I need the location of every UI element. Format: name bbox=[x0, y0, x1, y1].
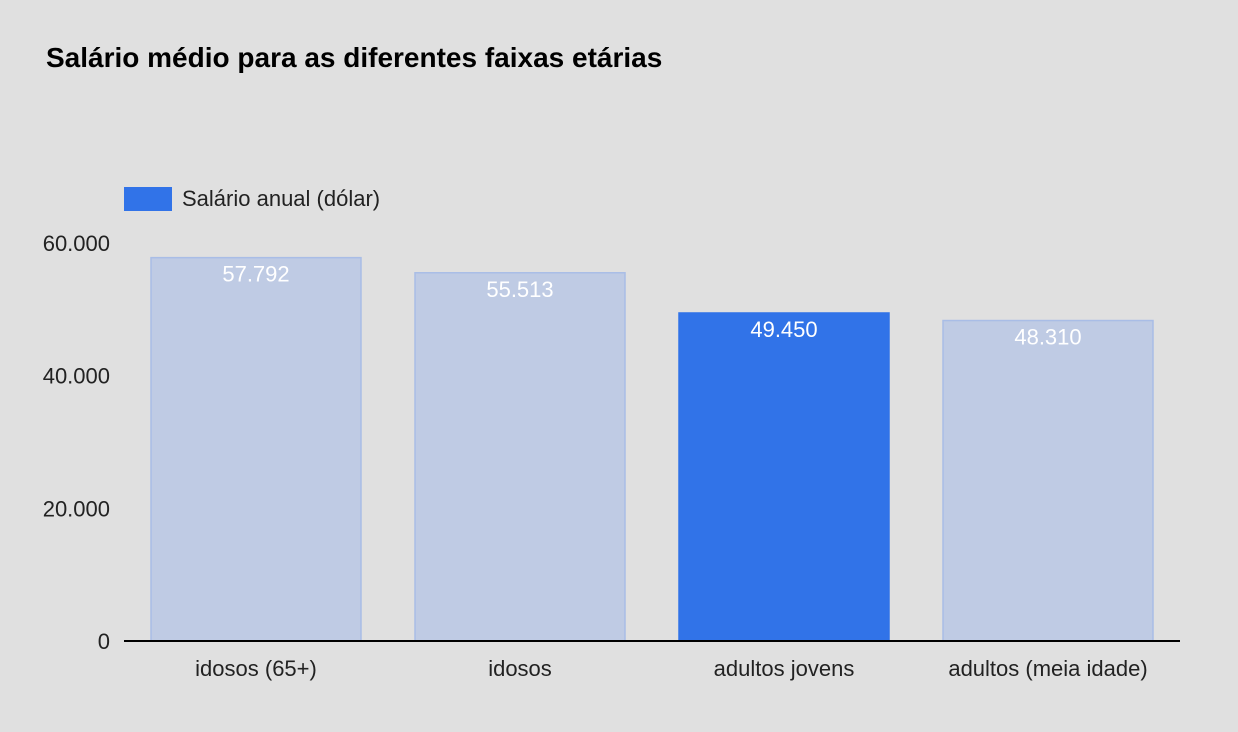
data-label: 57.792 bbox=[222, 262, 289, 287]
bar bbox=[150, 256, 362, 642]
x-tick-label: adultos (meia idade) bbox=[948, 656, 1147, 681]
data-label: 49.450 bbox=[750, 317, 817, 342]
y-tick-label: 40.000 bbox=[43, 364, 110, 389]
x-tick-label: adultos jovens bbox=[714, 656, 855, 681]
bar bbox=[414, 272, 626, 642]
bar bbox=[678, 312, 890, 642]
y-tick-label: 0 bbox=[98, 629, 110, 654]
legend-swatch bbox=[124, 187, 172, 211]
x-tick-label: idosos bbox=[488, 656, 552, 681]
data-label: 48.310 bbox=[1014, 325, 1081, 350]
x-tick-label: idosos (65+) bbox=[195, 656, 317, 681]
y-tick-label: 20.000 bbox=[43, 496, 110, 521]
data-label: 55.513 bbox=[486, 277, 553, 302]
y-tick-label: 60.000 bbox=[43, 231, 110, 256]
bar bbox=[942, 319, 1154, 642]
legend-label: Salário anual (dólar) bbox=[182, 186, 381, 211]
legend: Salário anual (dólar) bbox=[124, 186, 380, 212]
chart-title: Salário médio para as diferentes faixas … bbox=[46, 42, 663, 73]
